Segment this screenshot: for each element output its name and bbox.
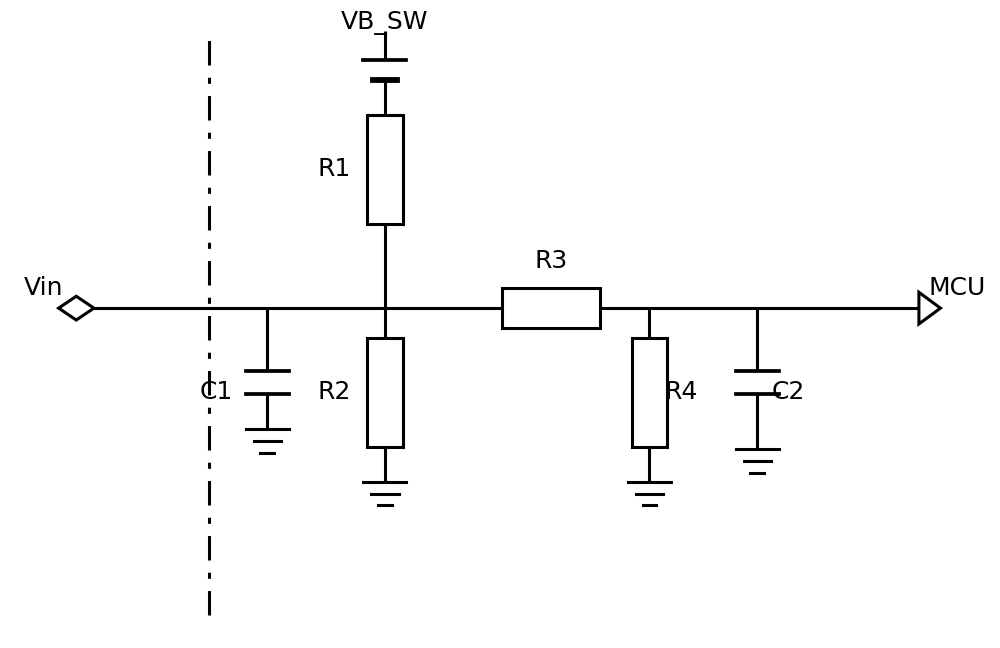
Text: R2: R2 (317, 380, 351, 404)
Polygon shape (919, 292, 940, 324)
Text: MCU: MCU (929, 276, 986, 300)
Text: VB_SW: VB_SW (341, 12, 429, 36)
Bar (367, 115, 403, 224)
Bar (502, 288, 600, 328)
Polygon shape (59, 296, 94, 320)
Text: R3: R3 (535, 249, 568, 273)
Text: R1: R1 (317, 157, 351, 181)
Text: C1: C1 (200, 380, 233, 404)
Text: C2: C2 (772, 380, 805, 404)
Bar (632, 338, 667, 447)
Text: Vin: Vin (24, 276, 64, 300)
Text: R4: R4 (664, 380, 698, 404)
Bar (367, 338, 403, 447)
